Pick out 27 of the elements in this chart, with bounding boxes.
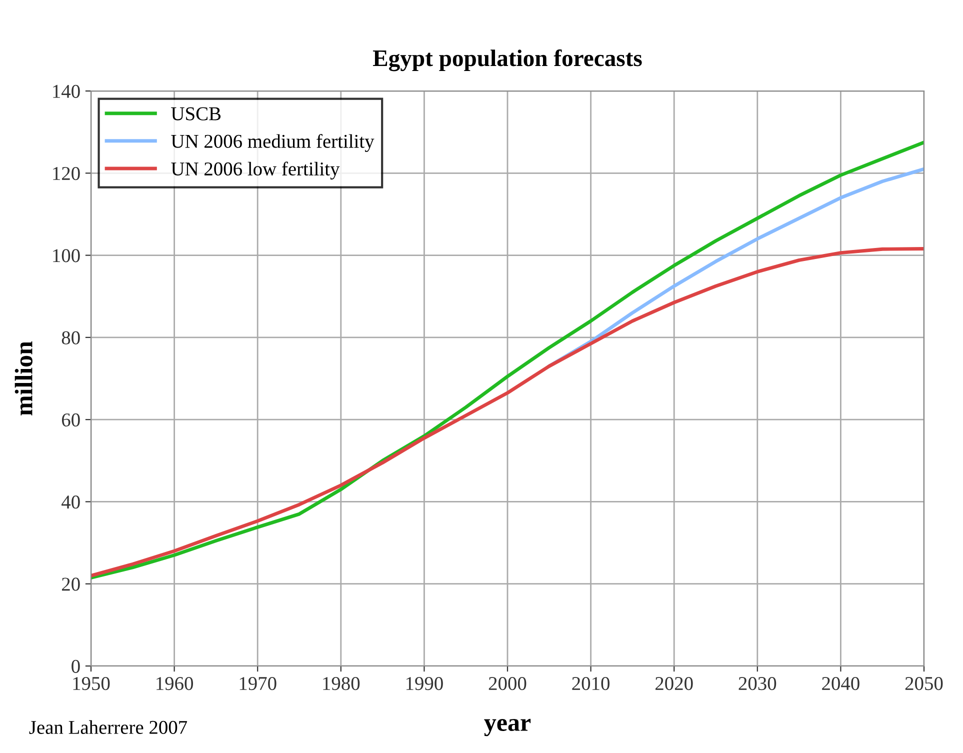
y-tick-label: 20 [62,578,80,591]
y-axis-title: million [14,341,32,416]
x-tick-label: 1960 [156,676,194,690]
x-tick-label: 2030 [738,676,776,690]
x-tick-label: 1990 [406,676,443,690]
x-tick-label: 2040 [822,676,860,690]
x-tick-label: 2010 [572,676,610,690]
text: Jean Laherrere 2007 [29,720,188,734]
legend-label: UN 2006 medium fertility [171,134,374,152]
legend-label: UN 2006 low fertility [171,162,340,180]
y-tick-label: 0 [72,660,80,673]
x-tick-label: 2000 [488,676,526,690]
y-tick-label: 40 [62,496,80,509]
x-tick-label: 2050 [905,676,943,690]
y-tick-label: 60 [62,413,80,427]
y-tick-label: 120 [53,166,80,180]
x-tick-label: 1970 [240,676,276,690]
y-tick-label: 100 [53,249,80,262]
y-tick-label: 80 [62,331,80,344]
x-axis-title: year [484,718,531,736]
x-tick-label: 1950 [73,676,110,690]
y-tick-label: 140 [53,84,80,98]
x-tick-label: 2020 [656,676,693,690]
line-series [91,246,924,578]
x-tick-label: 1980 [323,676,360,690]
chart-title: Egypt population forecasts [372,49,642,72]
legend-label: USCB [171,107,221,120]
